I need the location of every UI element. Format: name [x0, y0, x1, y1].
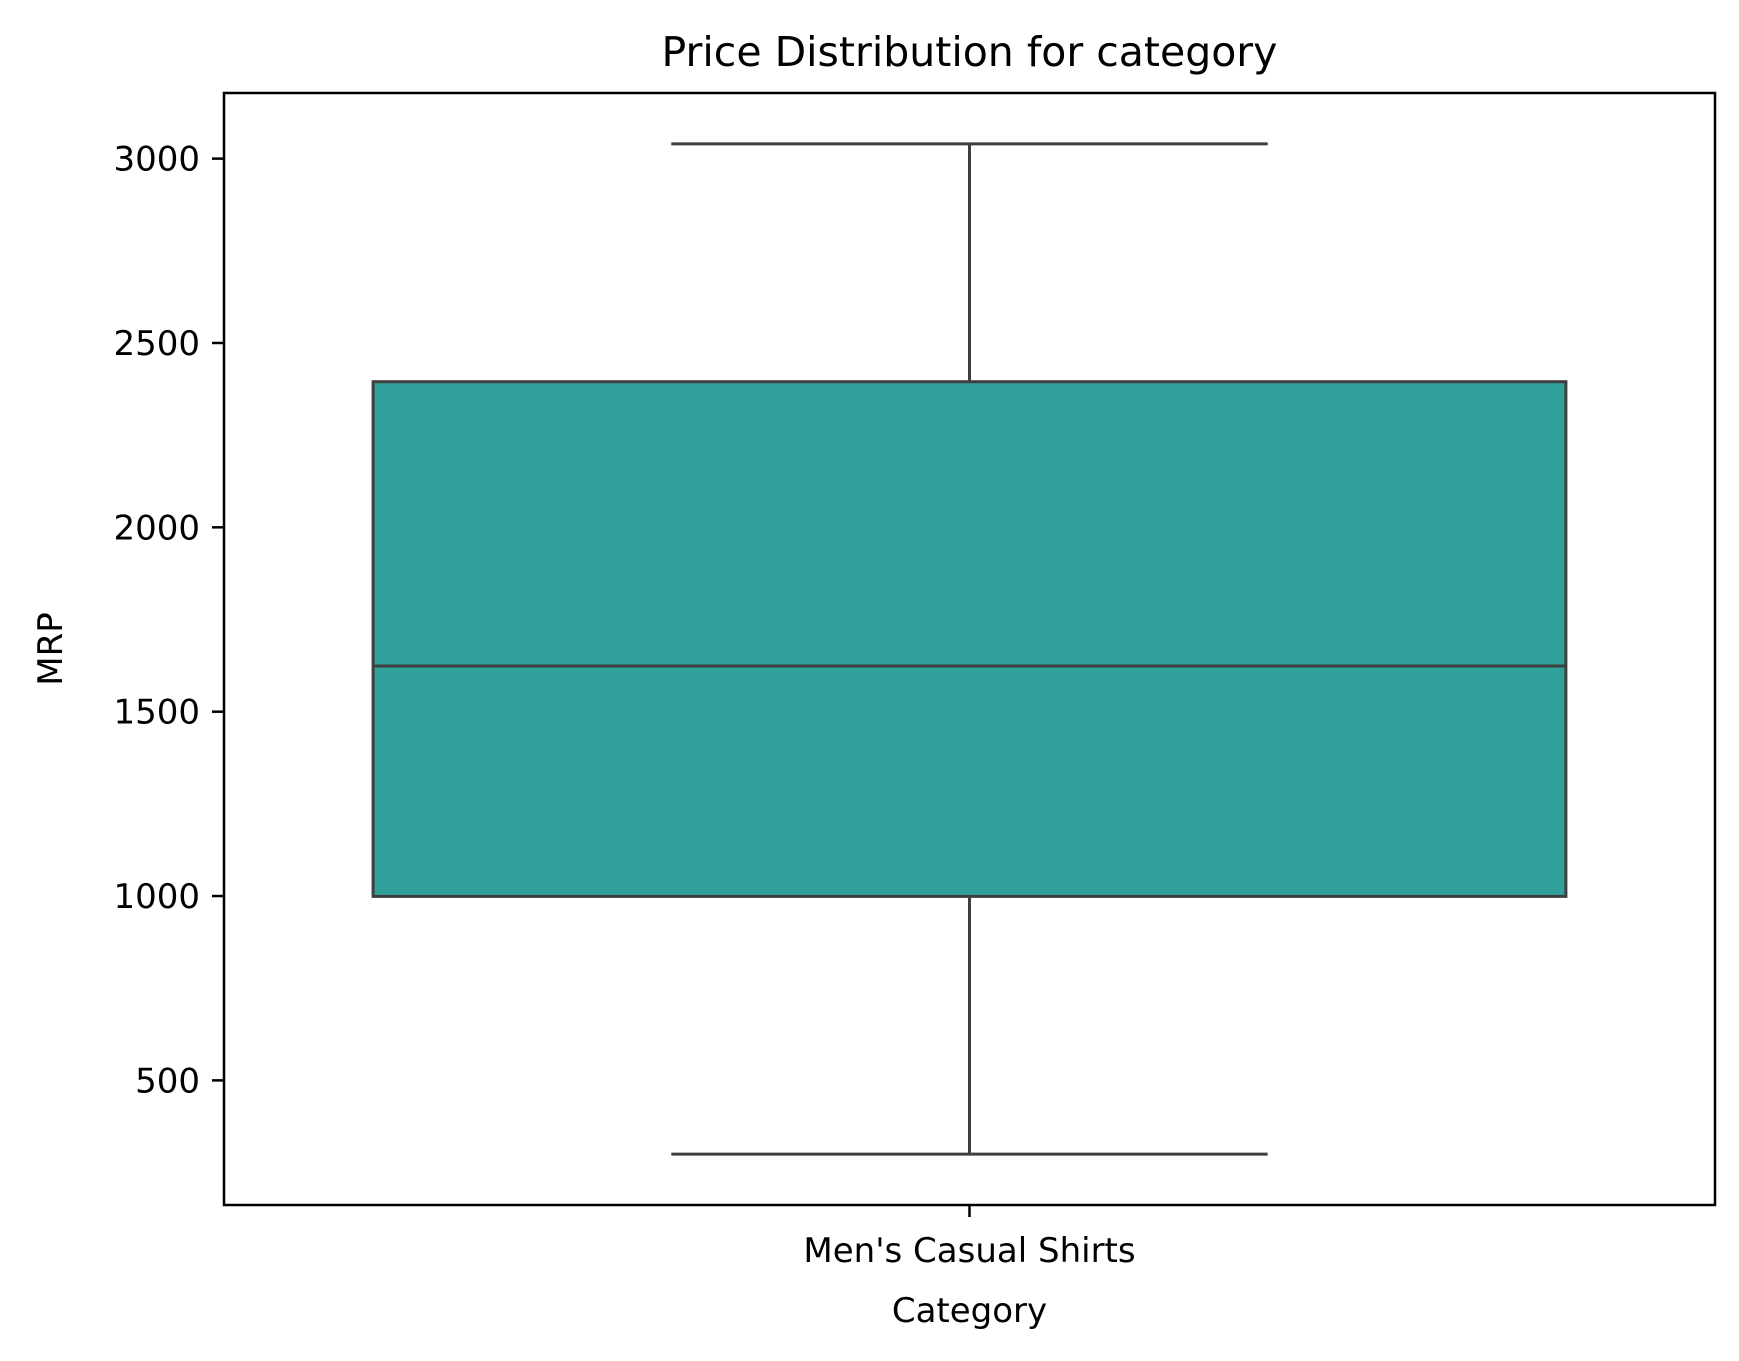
iqr-box	[371, 380, 1568, 898]
y-axis-label: MRP	[31, 612, 71, 685]
x-tick-label: Men's Casual Shirts	[803, 1231, 1135, 1271]
y-tick-label: 2000	[113, 508, 200, 548]
x-axis-label: Category	[892, 1291, 1047, 1331]
plot-frame	[222, 91, 1717, 1207]
y-tick-label: 2500	[113, 324, 200, 364]
y-tick-label: 1000	[113, 877, 200, 917]
y-tick-label: 1500	[113, 693, 200, 733]
chart-title: Price Distribution for category	[662, 28, 1278, 76]
y-tick-label: 3000	[113, 140, 200, 180]
y-tick-label: 500	[135, 1061, 200, 1101]
